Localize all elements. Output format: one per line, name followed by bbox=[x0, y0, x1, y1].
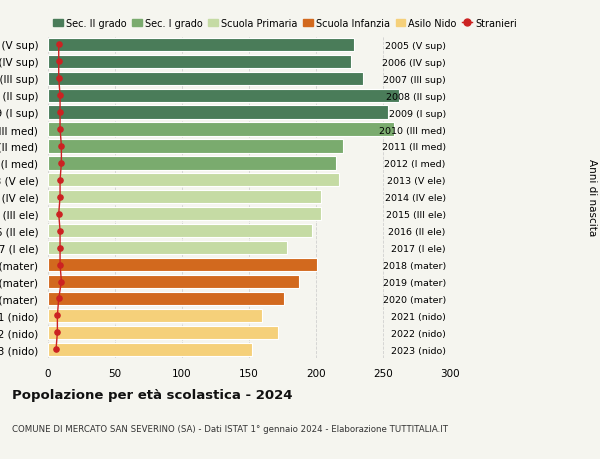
Bar bbox=[48, 106, 388, 119]
Point bbox=[55, 261, 65, 269]
Point bbox=[55, 228, 65, 235]
Bar bbox=[48, 191, 322, 204]
Text: COMUNE DI MERCATO SAN SEVERINO (SA) - Dati ISTAT 1° gennaio 2024 - Elaborazione : COMUNE DI MERCATO SAN SEVERINO (SA) - Da… bbox=[12, 425, 448, 434]
Bar bbox=[48, 39, 353, 52]
Legend: Sec. II grado, Sec. I grado, Scuola Primaria, Scuola Infanzia, Asilo Nido, Stran: Sec. II grado, Sec. I grado, Scuola Prim… bbox=[53, 19, 517, 28]
Bar bbox=[48, 174, 339, 187]
Bar bbox=[48, 140, 343, 153]
Point bbox=[53, 312, 62, 319]
Bar bbox=[48, 207, 322, 221]
Point bbox=[56, 160, 66, 167]
Bar bbox=[48, 326, 278, 339]
Bar bbox=[48, 292, 284, 305]
Text: Popolazione per età scolastica - 2024: Popolazione per età scolastica - 2024 bbox=[12, 388, 293, 401]
Bar bbox=[48, 157, 336, 170]
Point bbox=[55, 245, 65, 252]
Point bbox=[53, 329, 62, 336]
Bar bbox=[48, 343, 251, 356]
Bar bbox=[48, 123, 394, 136]
Bar bbox=[48, 224, 312, 238]
Point bbox=[56, 278, 66, 285]
Point bbox=[54, 41, 64, 49]
Point bbox=[56, 143, 66, 150]
Bar bbox=[48, 241, 287, 255]
Point bbox=[55, 109, 65, 117]
Text: Anni di nascita: Anni di nascita bbox=[587, 159, 597, 236]
Point bbox=[55, 194, 65, 201]
Point bbox=[55, 92, 65, 100]
Point bbox=[55, 126, 65, 134]
Bar bbox=[48, 56, 351, 69]
Point bbox=[54, 211, 64, 218]
Bar bbox=[48, 73, 363, 85]
Point bbox=[54, 75, 64, 83]
Point bbox=[54, 58, 64, 66]
Bar bbox=[48, 258, 317, 272]
Bar bbox=[48, 90, 399, 102]
Point bbox=[55, 177, 65, 184]
Bar bbox=[48, 275, 299, 289]
Point bbox=[54, 295, 64, 302]
Point bbox=[51, 346, 61, 353]
Bar bbox=[48, 309, 262, 322]
